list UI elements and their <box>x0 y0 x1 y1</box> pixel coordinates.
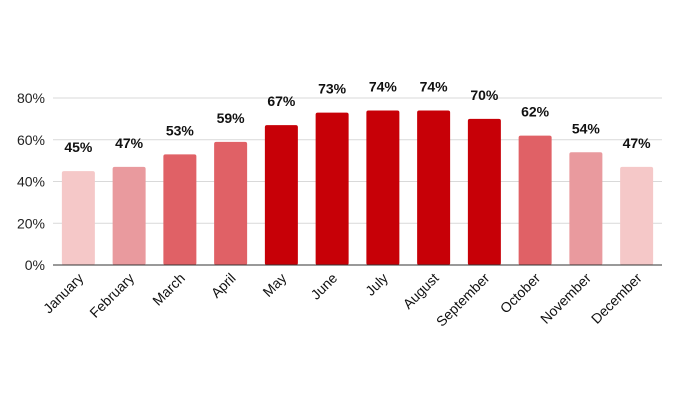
bar-april <box>214 141 248 265</box>
bar-november <box>569 152 603 265</box>
y-tick-label: 60% <box>17 132 45 148</box>
x-tick-label: September <box>433 270 493 330</box>
x-tick-label: May <box>259 270 289 300</box>
data-label: 67% <box>267 93 296 109</box>
bar-march <box>163 154 197 265</box>
x-tick-label: August <box>400 270 442 312</box>
x-tick-label: October <box>497 270 544 317</box>
x-tick-label: February <box>86 270 137 321</box>
x-tick-label: July <box>362 270 391 299</box>
bar-february <box>112 166 146 265</box>
data-label: 62% <box>521 104 550 120</box>
data-label: 59% <box>217 110 246 126</box>
bar-december <box>620 166 654 265</box>
x-tick-label: March <box>149 270 188 309</box>
y-tick-label: 20% <box>17 215 45 231</box>
x-tick-label: December <box>588 270 645 327</box>
data-label: 47% <box>115 135 144 151</box>
bar-october <box>518 135 552 265</box>
y-tick-label: 80% <box>17 90 45 106</box>
bar-june <box>315 112 349 265</box>
bar-january <box>61 171 95 265</box>
data-label: 54% <box>572 120 601 136</box>
data-label: 53% <box>166 122 195 138</box>
x-tick-label: June <box>307 270 340 303</box>
data-label: 73% <box>318 81 347 97</box>
y-tick-label: 40% <box>17 174 45 190</box>
x-tick-label: April <box>208 270 239 301</box>
x-tick-label: November <box>537 270 594 327</box>
data-label: 70% <box>470 87 499 103</box>
y-tick-label: 0% <box>25 257 45 273</box>
data-label: 74% <box>369 79 398 95</box>
bar-may <box>264 125 298 265</box>
data-label: 45% <box>64 139 93 155</box>
bar-september <box>467 118 501 265</box>
bar-july <box>366 110 400 266</box>
data-label: 47% <box>623 135 652 151</box>
data-label: 74% <box>420 79 449 95</box>
bar-august <box>417 110 451 266</box>
x-tick-label: January <box>40 270 87 317</box>
